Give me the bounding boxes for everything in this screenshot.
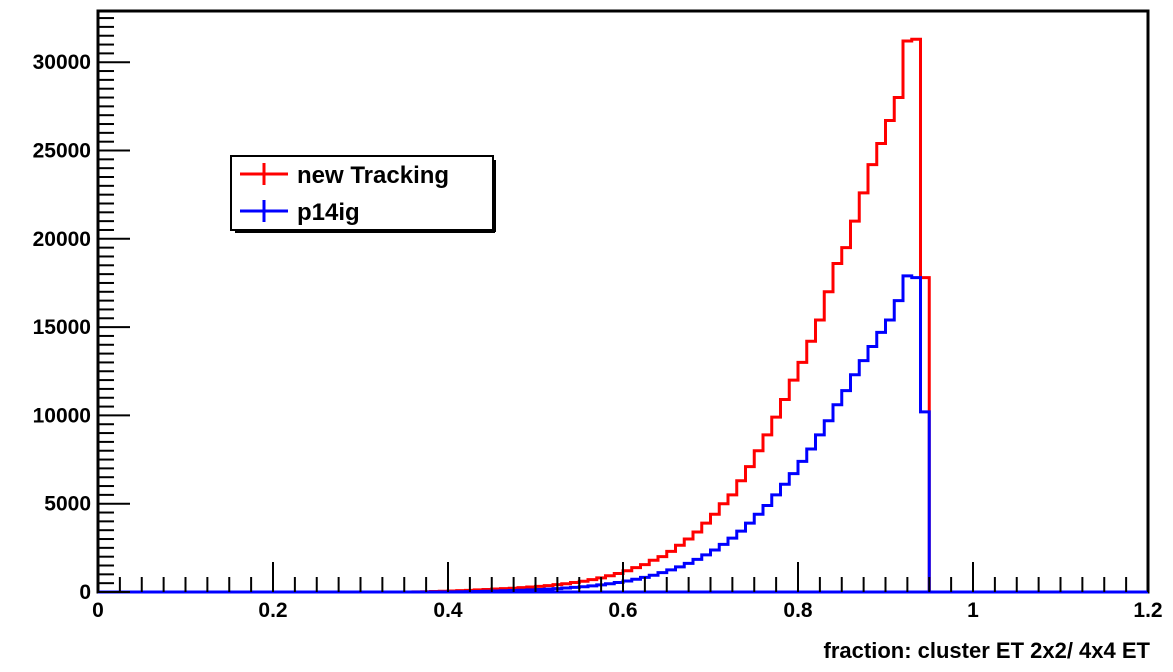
x-tick-label: 0.8 [783,599,813,622]
y-tick-label: 15000 [33,316,91,339]
plot-frame [98,11,1148,592]
histogram-bin [789,474,798,592]
histogram-bin [606,584,615,592]
histogram-bin [693,559,702,592]
x-tick-label: 0.6 [608,599,637,622]
histogram-bin [614,582,623,592]
y-tick-label: 20000 [33,228,91,251]
series-layer [98,39,1148,592]
histogram-bin [903,276,912,592]
histogram-bin [833,405,842,592]
histogram-bin [816,435,825,592]
x-tick-label: 1 [967,599,979,622]
histogram-bin [798,461,807,592]
x-tick-label: 1.2 [1133,599,1162,622]
histogram-bin [711,550,720,592]
histogram-bin [588,586,597,592]
histogram-bin [632,579,641,592]
histogram-bin [544,589,553,592]
legend-label-new-tracking: new Tracking [297,162,449,189]
histogram-bin [886,320,895,592]
histogram-bin [912,278,921,592]
histogram-bin [746,523,755,592]
series-new-tracking [98,39,1148,592]
histogram-bin [859,361,868,592]
y-tick-label: 5000 [44,493,91,516]
histogram-bin [483,591,492,592]
histogram-bin [571,587,580,592]
x-axis-label: fraction: cluster ET 2x2/ 4x4 ET [824,638,1151,663]
histogram-bin [719,544,728,592]
histogram-bin [474,591,483,592]
histogram-bin [623,581,632,592]
histogram-bin [579,587,588,592]
histogram-bin [492,591,501,592]
histogram-bin [894,301,903,592]
histogram-bin [921,412,930,592]
histogram-bin [649,575,658,592]
histogram-bin [807,449,816,592]
histogram-bin [781,484,790,592]
histogram-bin [824,421,833,592]
y-tick-label: 25000 [33,140,91,163]
histogram-bin [676,567,685,592]
y-tick-label: 0 [79,581,91,604]
y-tick-label: 30000 [33,51,91,74]
histogram-bin [763,505,772,592]
histogram-bin [658,573,667,592]
series-p14ig [98,276,1148,592]
legend-label-p14ig: p14ig [297,199,360,226]
y-tick-label: 10000 [33,404,91,427]
x-tick-label: 0.2 [258,599,287,622]
histogram-bin [562,588,571,592]
histogram-bin [868,347,877,592]
histogram-bin [527,590,536,592]
histogram-bin [518,590,527,592]
histogram-bin [842,391,851,592]
axis-layer: 0 0.2 0.4 0.6 0.8 1 1.2 0 5000 10000 15000 20000 250… [33,18,1163,622]
histogram-bin [536,590,545,592]
histogram-bin [754,514,763,592]
histogram-bin [501,591,510,592]
x-tick-label: 0 [92,599,104,622]
histogram-bin [702,555,711,592]
histogram-bin [667,570,676,592]
histogram-bin [877,332,886,592]
histogram-bin [851,375,860,592]
histogram-bin [737,531,746,592]
x-tick-label: 0.4 [433,599,463,622]
legend: new Tracking p14ig [231,156,495,232]
